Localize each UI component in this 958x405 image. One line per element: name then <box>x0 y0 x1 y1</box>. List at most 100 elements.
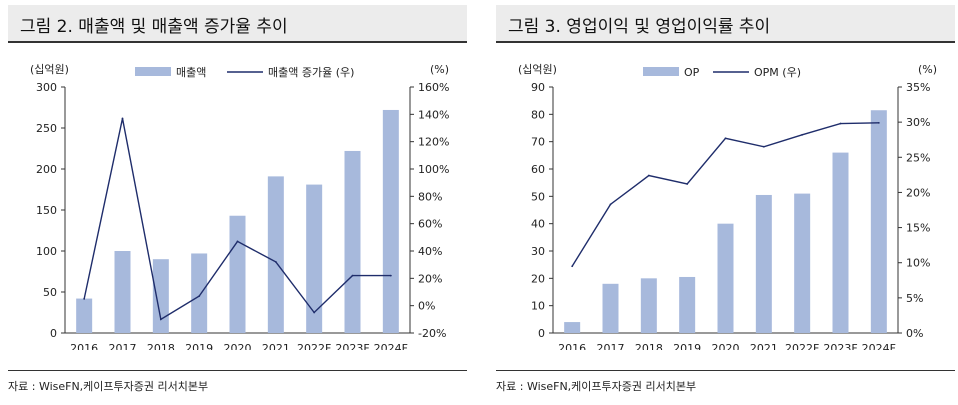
source-note: 자료 : WiseFN,케이프투자증권 리서치본부 <box>8 380 209 393</box>
x-tick-label: 2024F <box>374 342 408 350</box>
bar <box>870 110 887 333</box>
bar <box>602 283 619 333</box>
line-point <box>839 122 842 125</box>
sales-chart: 0 50 100 150 200 250 300 -20% 0% 20% 40% 60% 80% 100%… <box>30 63 449 350</box>
x-tick-label: 2019 <box>185 342 213 350</box>
left-tick-label: 0 <box>50 327 57 340</box>
line-point <box>686 183 689 185</box>
x-tick-label: 2021 <box>262 342 290 350</box>
bar <box>755 194 772 333</box>
chart-title-bar: 그림 2. 매출액 및 매출액 증가율 추이 <box>8 5 467 43</box>
source-note: 자료 : WiseFN,케이프투자증권 리서치본부 <box>496 380 697 393</box>
x-tick-label: 2023F <box>823 342 857 350</box>
bar <box>794 193 811 333</box>
left-tick-label: 100 <box>36 245 57 258</box>
left-tick-label: 80 <box>531 108 545 121</box>
legend-line-label: OPM (우) <box>754 66 801 79</box>
x-tick-label: 2018 <box>147 342 175 350</box>
left-tick-label: 30 <box>531 245 545 258</box>
left-tick-label: 0 <box>538 327 545 340</box>
chart-title-bar: 그림 3. 영업이익 및 영업이익률 추이 <box>496 5 955 43</box>
left-tick-label: 50 <box>43 286 57 299</box>
x-tick-label: 2020 <box>712 342 740 350</box>
right-tick-label: 100% <box>418 163 449 176</box>
line-point <box>762 145 765 148</box>
x-tick-label: 2017 <box>109 342 137 350</box>
x-tick-label: 2023F <box>335 342 369 350</box>
line-point <box>159 318 162 321</box>
x-tick-label: 2024F <box>862 342 896 350</box>
right-tick-label: 30% <box>906 116 930 129</box>
right-tick-label: 5% <box>906 292 923 305</box>
bar <box>382 109 399 334</box>
bar <box>640 278 657 333</box>
left-tick-label: 60 <box>531 163 545 176</box>
x-tick-label: 2017 <box>597 342 625 350</box>
right-axis-unit: (%) <box>918 63 937 76</box>
bar <box>832 152 849 333</box>
right-tick-label: 80% <box>418 190 442 203</box>
bar <box>152 259 169 333</box>
x-tick-label: 2022F <box>297 342 331 350</box>
bar <box>267 176 284 333</box>
line-point <box>236 240 239 243</box>
bar <box>717 223 734 333</box>
left-tick-label: 250 <box>36 122 57 135</box>
left-axis-unit: (십억원) <box>30 63 69 76</box>
left-axis-unit: (십억원) <box>518 63 557 76</box>
line-point <box>609 203 612 206</box>
legend-line-label: 매출액 증가율 (우) <box>268 66 354 79</box>
line-point <box>313 311 316 314</box>
x-tick-label: 2020 <box>224 342 252 350</box>
line-point <box>274 261 277 263</box>
x-tick-label: 2016 <box>558 342 586 350</box>
chart-panel-op: 그림 3. 영업이익 및 영업이익률 추이 0 10 20 30 40 50 60 70 80 9… <box>488 0 958 405</box>
legend-bar-swatch <box>135 67 171 76</box>
bar <box>76 298 93 333</box>
legend-bar-label: OP <box>684 66 700 79</box>
legend-bar-label: 매출액 <box>176 66 206 79</box>
line-point <box>83 297 86 300</box>
bar <box>306 184 323 333</box>
line-point <box>198 295 201 297</box>
right-tick-label: 15% <box>906 222 930 235</box>
left-tick-label: 300 <box>36 81 57 94</box>
source-divider <box>496 370 955 371</box>
bar <box>229 215 246 333</box>
left-tick-label: 10 <box>531 300 545 313</box>
right-tick-label: 0% <box>418 300 435 313</box>
left-tick-label: 50 <box>531 190 545 203</box>
line-point <box>121 117 124 120</box>
left-tick-label: 20 <box>531 272 545 285</box>
x-tick-label: 2019 <box>673 342 701 350</box>
bar <box>114 251 131 333</box>
x-tick-label: 2018 <box>635 342 663 350</box>
right-tick-label: 0% <box>906 327 923 340</box>
line-point <box>571 265 574 268</box>
right-tick-label: 60% <box>418 218 442 231</box>
x-tick-label: 2021 <box>750 342 778 350</box>
right-tick-label: 120% <box>418 136 449 149</box>
right-tick-label: 160% <box>418 81 449 94</box>
right-tick-label: -20% <box>418 327 446 340</box>
right-tick-label: 25% <box>906 151 930 164</box>
source-divider <box>8 370 467 371</box>
right-tick-label: 40% <box>418 245 442 258</box>
line-point <box>351 274 354 277</box>
right-tick-label: 35% <box>906 81 930 94</box>
bar <box>344 150 361 333</box>
right-tick-label: 20% <box>906 186 930 199</box>
chart-title: 그림 2. 매출액 및 매출액 증가율 추이 <box>20 17 288 37</box>
right-tick-label: 10% <box>906 257 930 270</box>
left-tick-label: 40 <box>531 218 545 231</box>
legend-bar-swatch <box>643 67 679 76</box>
line-point <box>389 274 392 277</box>
right-tick-label: 20% <box>418 272 442 285</box>
chart-title: 그림 3. 영업이익 및 영업이익률 추이 <box>508 17 771 37</box>
x-tick-label: 2016 <box>70 342 98 350</box>
line-point <box>724 137 727 140</box>
bar <box>191 253 208 333</box>
line-point <box>877 121 880 124</box>
left-tick-label: 90 <box>531 81 545 94</box>
x-tick-label: 2022F <box>785 342 819 350</box>
